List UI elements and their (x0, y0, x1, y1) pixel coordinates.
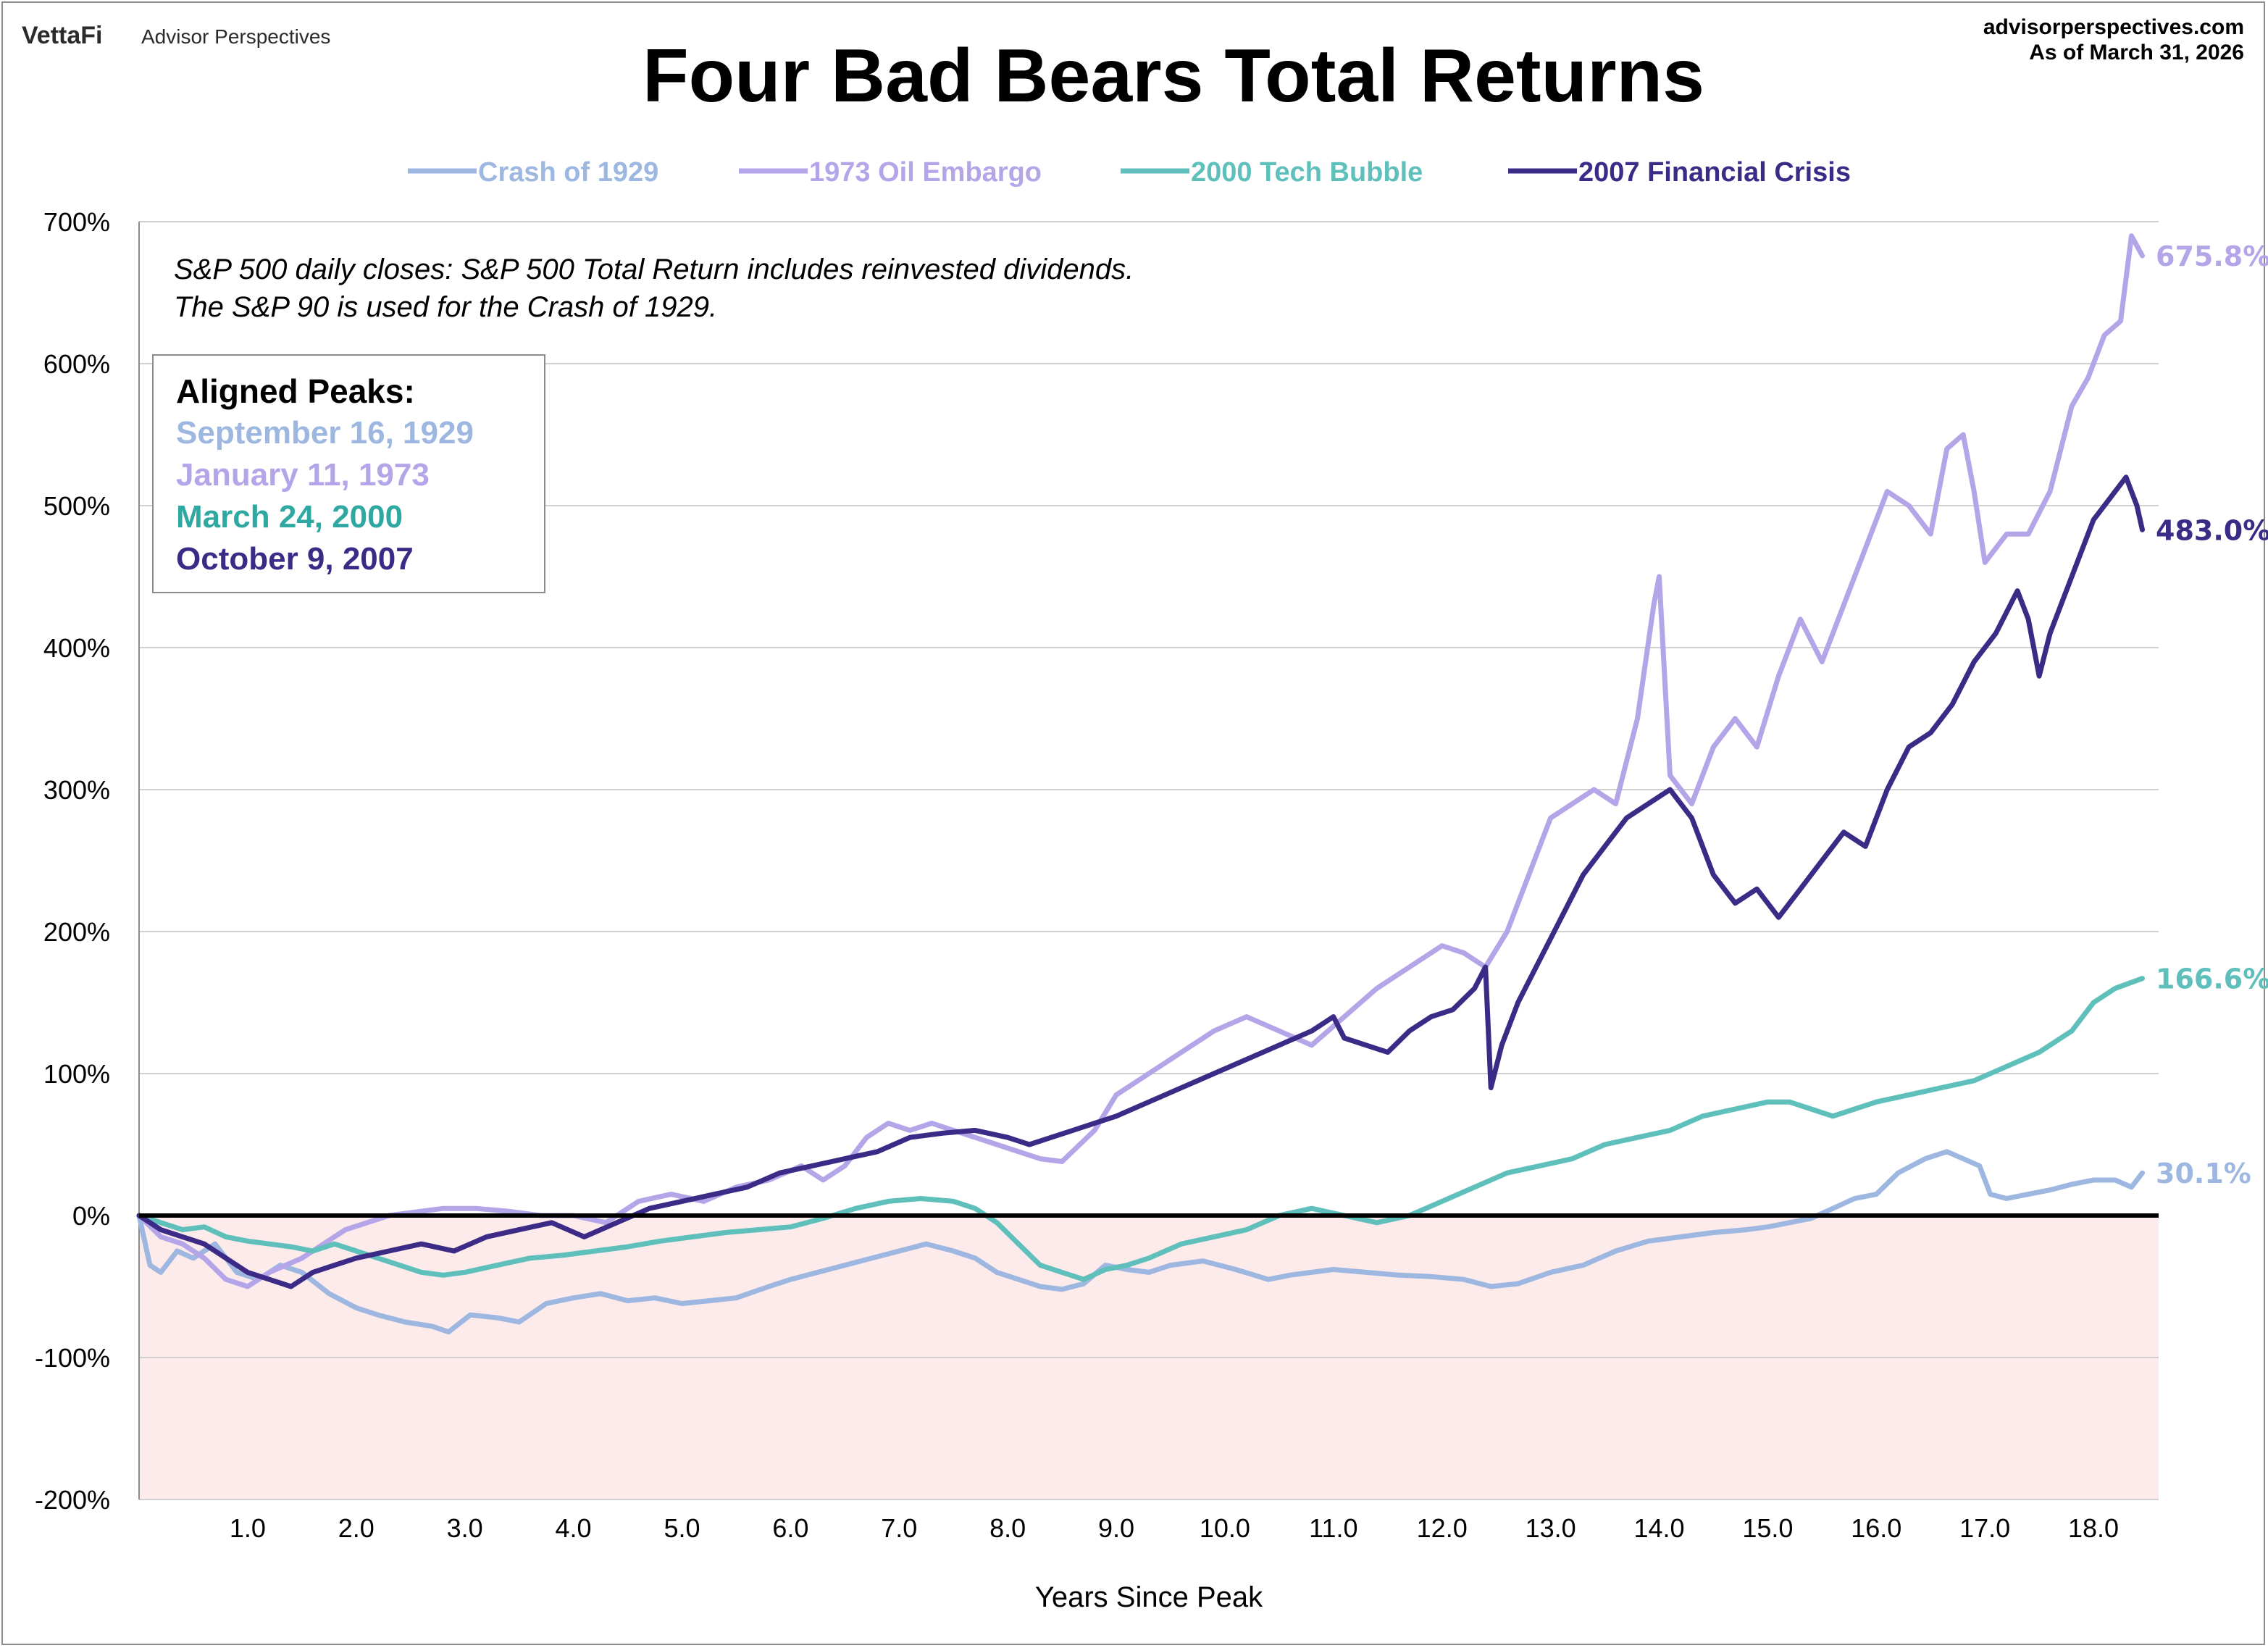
note-line-2: The S&P 90 is used for the Crash of 1929… (174, 291, 717, 323)
x-tick-label: 7.0 (881, 1513, 917, 1543)
y-tick-label: 400% (43, 633, 110, 663)
x-tick-label: 13.0 (1526, 1513, 1576, 1543)
aligned-peaks-list: September 16, 1929 January 11, 1973 March … (176, 415, 474, 577)
x-tick-label: 12.0 (1417, 1513, 1468, 1543)
aligned-peak-date: March 24, 2000 (176, 499, 403, 535)
series-layer (136, 233, 2145, 1335)
end-labels: 30.1% 675.8% 166.6% 483.0% (2156, 240, 2268, 1189)
x-tick-label: 14.0 (1633, 1513, 1684, 1543)
x-tick-label: 2.0 (338, 1513, 374, 1543)
y-tick-label: 600% (43, 349, 110, 379)
aligned-peak-date: September 16, 1929 (176, 415, 474, 451)
x-tick-label: 3.0 (447, 1513, 483, 1543)
x-tick-label: 10.0 (1200, 1513, 1250, 1543)
brand-vettafi: VettaFi (22, 22, 102, 49)
series-line-1 (136, 233, 2145, 1289)
x-tick-label: 16.0 (1851, 1513, 1901, 1543)
legend-label: 2007 Financial Crisis (1578, 157, 1851, 188)
end-label: 483.0% (2156, 514, 2268, 546)
series-line-2 (136, 976, 2145, 1282)
aligned-peak-date: January 11, 1973 (176, 457, 430, 493)
x-tick-label: 5.0 (664, 1513, 700, 1543)
y-tick-label: 0% (72, 1201, 110, 1231)
y-tick-label: 200% (43, 917, 110, 947)
x-tick-label: 17.0 (1959, 1513, 2010, 1543)
series-line-3 (136, 474, 2145, 1289)
y-tick-label: 100% (43, 1059, 110, 1089)
x-tick-label: 8.0 (989, 1513, 1026, 1543)
legend-label: 2000 Tech Bubble (1191, 157, 1423, 188)
aligned-peak-date: October 9, 2007 (176, 541, 414, 577)
y-tick-label: -100% (35, 1343, 110, 1373)
as-of-date: As of March 31, 2026 (2029, 41, 2244, 64)
aligned-peaks-heading: Aligned Peaks: (176, 372, 415, 410)
x-axis-ticks: 1.0 2.0 3.0 4.0 5.0 6.0 7.0 8.0 9.0 10.0 11.0 12.0 1… (230, 1513, 2119, 1543)
x-axis-title: Years Since Peak (1035, 1581, 1263, 1613)
y-tick-label: -200% (35, 1485, 110, 1515)
x-tick-label: 4.0 (556, 1513, 592, 1543)
site-url: advisorperspectives.com (1983, 15, 2244, 39)
x-tick-label: 9.0 (1098, 1513, 1134, 1543)
y-tick-label: 300% (43, 775, 110, 805)
aligned-peaks-box (152, 354, 545, 593)
legend: Crash of 1929 1973 Oil Embargo 2000 Tech B… (408, 157, 1851, 188)
legend-label: 1973 Oil Embargo (809, 157, 1042, 188)
legend-label: Crash of 1929 (478, 157, 658, 188)
x-tick-label: 6.0 (772, 1513, 808, 1543)
note-line-1: S&P 500 daily closes: S&P 500 Total Retu… (174, 254, 1134, 285)
y-tick-label: 700% (43, 207, 110, 237)
chart-title: Four Bad Bears Total Returns (643, 34, 1704, 118)
x-tick-label: 15.0 (1742, 1513, 1793, 1543)
end-label: 675.8% (2156, 240, 2268, 272)
end-label: 30.1% (2156, 1158, 2251, 1189)
x-tick-label: 18.0 (2068, 1513, 2119, 1543)
brand-advisor-perspectives: Advisor Perspectives (141, 25, 330, 48)
x-tick-label: 1.0 (230, 1513, 266, 1543)
x-tick-label: 11.0 (1309, 1513, 1357, 1543)
end-label: 166.6% (2156, 963, 2268, 995)
y-axis-ticks: -200% -100% 0% 100% 200% 300% 400% 500% 600% 700% (35, 207, 110, 1515)
y-tick-label: 500% (43, 491, 110, 521)
